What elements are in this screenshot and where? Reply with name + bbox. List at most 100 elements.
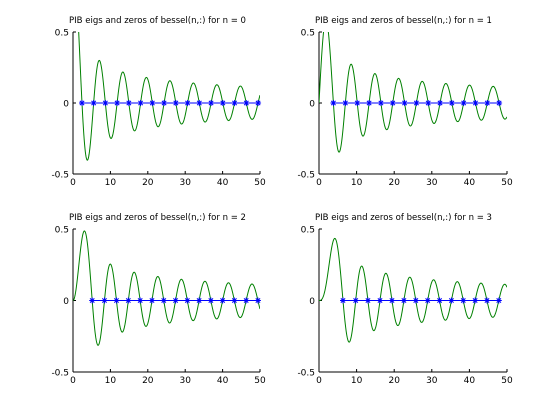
zero-marker xyxy=(101,297,108,304)
x-tick-label: 30 xyxy=(179,178,191,188)
zero-marker xyxy=(114,100,121,106)
zero-marker xyxy=(412,297,419,304)
zero-marker-stroke xyxy=(413,100,419,106)
zero-marker xyxy=(342,100,349,106)
zero-marker xyxy=(219,297,226,304)
x-tick-label: 0 xyxy=(70,178,76,188)
zero-marker xyxy=(339,297,346,304)
zero-marker-stroke xyxy=(255,100,261,106)
zero-marker xyxy=(102,100,109,106)
x-tick-label: 0 xyxy=(316,178,322,188)
zero-marker xyxy=(196,297,203,304)
zero-marker-stroke xyxy=(173,297,179,304)
zero-marker xyxy=(125,100,132,106)
zero-marker xyxy=(495,297,502,304)
x-tick-label: 40 xyxy=(464,376,476,386)
zero-marker-stroke xyxy=(243,100,249,106)
zero-marker-stroke xyxy=(126,100,132,106)
zero-marker-stroke xyxy=(208,100,214,106)
zero-marker xyxy=(113,297,120,304)
bessel-curve xyxy=(319,237,507,343)
zero-marker-stroke xyxy=(255,297,261,304)
zero-marker-stroke xyxy=(330,100,336,106)
zero-marker-stroke xyxy=(89,297,95,304)
y-tick-label: 0 xyxy=(309,297,315,307)
zero-marker xyxy=(243,297,250,304)
zero-marker-stroke xyxy=(378,100,384,106)
zero-marker-stroke xyxy=(425,297,431,304)
y-tick-label: 0.5 xyxy=(301,226,315,236)
zero-marker xyxy=(172,297,179,304)
x-tick-label: 30 xyxy=(426,178,438,188)
zero-marker-stroke xyxy=(208,297,214,304)
bessel-curve xyxy=(78,32,260,161)
zero-marker xyxy=(207,297,214,304)
zero-marker-stroke xyxy=(413,297,419,304)
x-tick-label: 10 xyxy=(105,178,117,188)
y-tick-label: -0.5 xyxy=(51,369,69,379)
x-tick-label: 40 xyxy=(217,178,229,188)
zero-marker-stroke xyxy=(220,297,226,304)
zero-marker xyxy=(172,100,179,106)
zero-marker xyxy=(448,100,455,106)
zero-marker xyxy=(184,100,191,106)
zero-marker xyxy=(413,100,420,106)
zero-marker-stroke xyxy=(496,297,502,304)
zero-marker-stroke xyxy=(377,297,383,304)
zero-marker-stroke xyxy=(448,297,454,304)
zero-marker xyxy=(436,297,443,304)
zero-marker-stroke xyxy=(342,100,348,106)
zero-marker xyxy=(472,100,479,106)
zero-marker xyxy=(388,297,395,304)
x-tick-label: 30 xyxy=(179,376,191,386)
zero-marker xyxy=(400,297,407,304)
zero-marker xyxy=(78,100,85,106)
y-tick-label: 0.5 xyxy=(301,29,315,39)
x-tick-label: 30 xyxy=(426,376,438,386)
zero-marker-stroke xyxy=(220,100,226,106)
y-tick-label: 0.5 xyxy=(55,226,69,236)
zero-marker xyxy=(160,297,167,304)
zero-marker xyxy=(376,297,383,304)
zero-marker-stroke xyxy=(185,100,191,106)
zero-marker xyxy=(366,100,373,106)
zero-marker-stroke xyxy=(125,297,131,304)
zero-marker-stroke xyxy=(173,100,179,106)
x-tick-label: 10 xyxy=(351,376,363,386)
zero-marker-stroke xyxy=(437,100,443,106)
subplot-title: PIB eigs and zeros of bessel(n,:) for n … xyxy=(315,15,492,25)
zero-marker xyxy=(364,297,371,304)
y-tick-label: 0.5 xyxy=(55,29,69,39)
zero-marker xyxy=(208,100,215,106)
zero-marker-stroke xyxy=(340,297,346,304)
zero-marker xyxy=(483,297,490,304)
zero-marker-stroke xyxy=(113,297,119,304)
zero-marker xyxy=(149,100,156,106)
y-tick-label: -0.5 xyxy=(297,369,315,379)
zero-marker-stroke xyxy=(484,100,490,106)
zero-marker-stroke xyxy=(353,297,359,304)
zero-marker-stroke xyxy=(161,297,167,304)
x-tick-label: 0 xyxy=(316,376,322,386)
zero-marker xyxy=(425,100,432,106)
x-tick-label: 40 xyxy=(217,376,229,386)
zero-marker xyxy=(137,100,144,106)
x-tick-label: 50 xyxy=(254,376,266,386)
x-tick-label: 20 xyxy=(142,376,154,386)
zero-marker xyxy=(243,100,250,106)
bessel-curve xyxy=(73,230,260,346)
x-tick-label: 10 xyxy=(351,178,363,188)
zero-marker-stroke xyxy=(149,297,155,304)
zero-marker-stroke xyxy=(449,100,455,106)
zero-marker xyxy=(354,100,361,106)
zero-marker-stroke xyxy=(114,100,120,106)
zero-marker-stroke xyxy=(461,100,467,106)
zero-marker xyxy=(377,100,384,106)
zero-marker xyxy=(460,297,467,304)
zero-marker xyxy=(219,100,226,106)
y-tick-label: 0 xyxy=(63,297,69,307)
x-tick-label: 50 xyxy=(501,376,513,386)
